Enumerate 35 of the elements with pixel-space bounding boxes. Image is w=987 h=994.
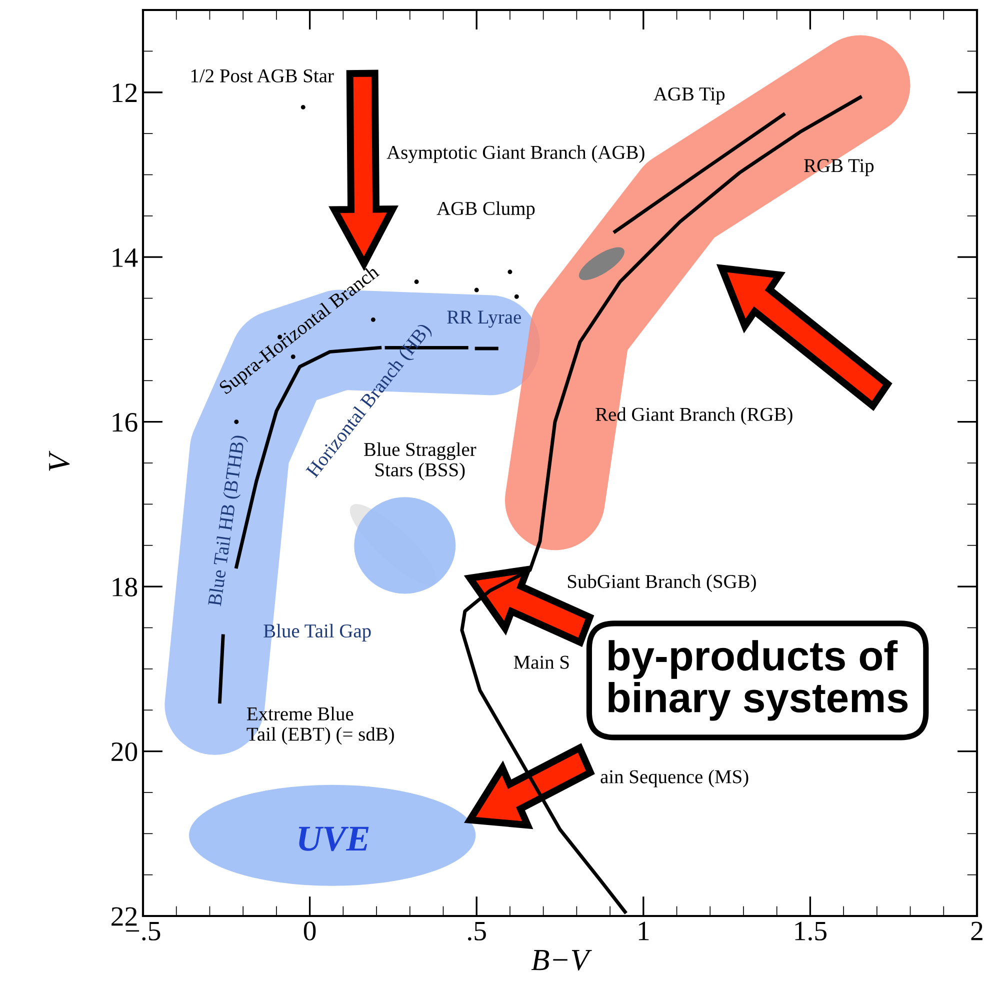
annotation: ain Sequence (MS) bbox=[600, 770, 748, 788]
x-tick-label: .5 bbox=[468, 922, 486, 941]
y-tick-label: 12 bbox=[112, 84, 137, 102]
y-tick-label: 16 bbox=[112, 413, 138, 432]
annotation: Blue Tail Gap bbox=[264, 624, 371, 642]
x-tick-label: 1 bbox=[638, 922, 649, 940]
point bbox=[414, 280, 419, 284]
x-tick-label: 2 bbox=[971, 922, 982, 940]
annotation: Blue Straggler Stars (BSS) bbox=[364, 442, 476, 480]
y-tick-label: 20 bbox=[112, 742, 138, 762]
annotation: Red Giant Branch (RGB) bbox=[596, 407, 792, 425]
x-tick-label: 0 bbox=[304, 922, 316, 940]
y-tick-label: 14 bbox=[112, 248, 138, 267]
annotation: RGB Tip bbox=[804, 159, 874, 176]
point bbox=[370, 317, 376, 322]
annotation: Extreme Blue Tail (EBT) (= sdB) bbox=[246, 706, 394, 745]
x-axis-title: B−V bbox=[531, 950, 592, 970]
y-tick-label: 18 bbox=[112, 578, 138, 596]
annotation: Asymptotic Giant Branch (AGB) bbox=[386, 145, 644, 163]
x-tick-label: 1.5 bbox=[795, 922, 826, 941]
point bbox=[514, 294, 519, 299]
y-axis-title: V bbox=[49, 450, 70, 471]
annotation: Main S bbox=[514, 656, 569, 669]
annotation: AGB Clump bbox=[436, 201, 535, 219]
point bbox=[508, 270, 512, 274]
annotation: Blue Tail HB (BTHB) bbox=[207, 434, 249, 607]
point bbox=[234, 420, 239, 424]
point bbox=[474, 288, 479, 292]
annotation: SubGiant Branch (SGB) bbox=[568, 574, 756, 592]
annotation: 1/2 Post AGB Star bbox=[191, 69, 334, 82]
annotation: RR Lyrae bbox=[447, 310, 521, 328]
point bbox=[300, 104, 306, 110]
annotation: UVE bbox=[298, 826, 369, 852]
annotation: by-products of binary systems bbox=[608, 640, 908, 721]
annotation: AGB Tip bbox=[654, 87, 725, 104]
